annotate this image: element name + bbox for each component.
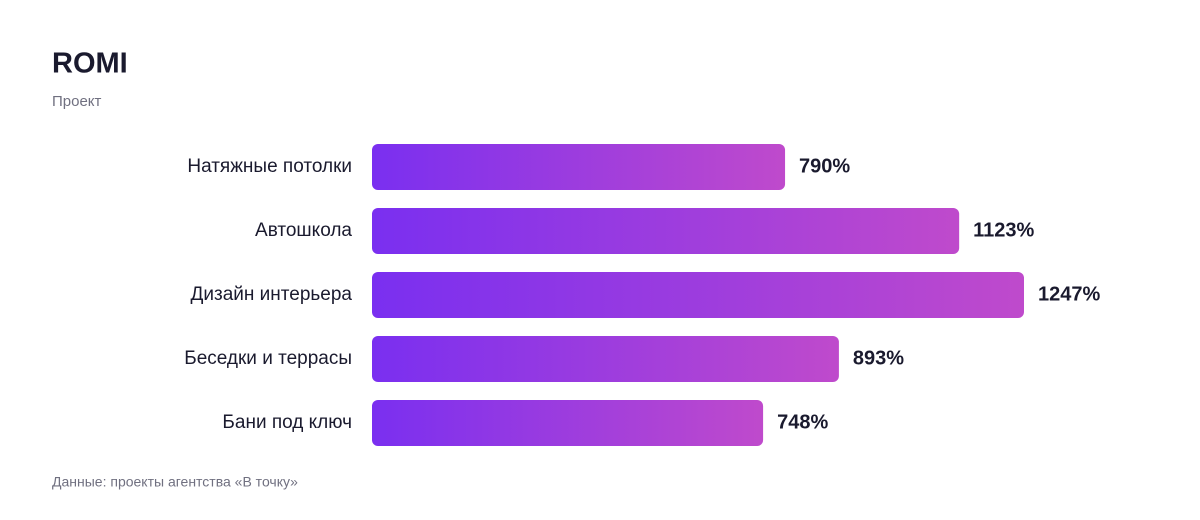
bar <box>372 144 786 190</box>
category-label: Дизайн интерьера <box>191 284 353 305</box>
category-label: Натяжные потолки <box>187 156 352 177</box>
value-label: 790% <box>799 155 850 177</box>
chart-subtitle: Проект <box>52 93 102 110</box>
category-label: Автошкола <box>255 220 352 241</box>
category-label: Беседки и террасы <box>184 348 352 369</box>
value-label: 748% <box>777 411 828 433</box>
chart-title: ROMI <box>52 48 128 80</box>
bar <box>372 208 960 254</box>
bar <box>372 336 839 382</box>
bar <box>372 400 764 446</box>
source-note: Данные: проекты агентства «В точку» <box>52 474 298 490</box>
category-label: Бани под ключ <box>222 412 352 433</box>
value-label: 1247% <box>1038 283 1100 305</box>
value-label: 893% <box>853 347 904 369</box>
bar <box>372 272 1024 318</box>
value-label: 1123% <box>973 219 1034 241</box>
